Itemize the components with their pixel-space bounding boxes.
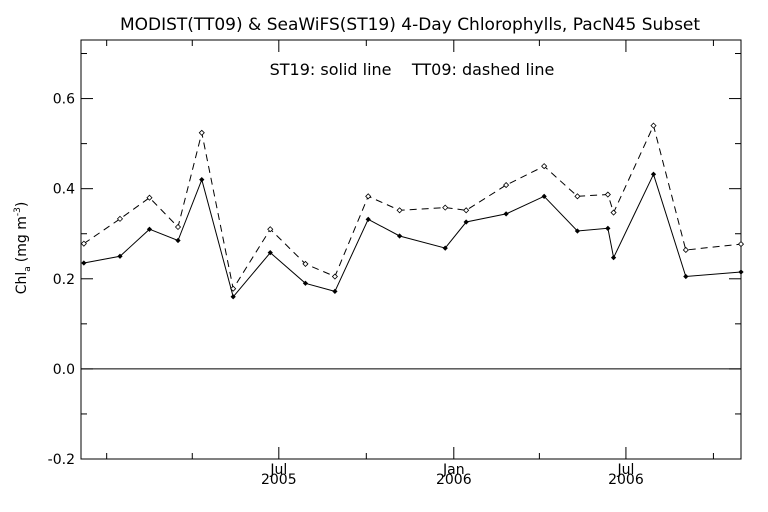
legend-annotation: ST19: solid line TT09: dashed line xyxy=(270,60,555,79)
data-point-tt09 xyxy=(230,285,237,292)
x-tick-month: Jul xyxy=(269,462,287,478)
data-point-st19 xyxy=(230,294,236,300)
data-point-st19 xyxy=(365,216,371,222)
data-point-tt09 xyxy=(146,194,153,201)
data-point-st19 xyxy=(117,253,123,259)
data-point-tt09 xyxy=(174,223,182,231)
x-tick-year: 2006 xyxy=(608,472,644,488)
data-point-tt09 xyxy=(267,226,274,233)
x-tick-year: 2005 xyxy=(261,472,297,488)
y-tick-label: 0.4 xyxy=(53,182,75,198)
x-tick-year: 2006 xyxy=(436,472,472,488)
data-point-st19 xyxy=(650,171,657,177)
series-line-st19 xyxy=(83,172,742,298)
y-tick-label: 0.2 xyxy=(53,272,75,288)
data-point-tt09 xyxy=(80,240,87,247)
y-tick-label: -0.2 xyxy=(48,452,75,468)
data-point-tt09 xyxy=(442,204,449,211)
series-line-tt09 xyxy=(83,124,742,291)
data-point-st19 xyxy=(442,245,448,251)
y-tick-label: 0.6 xyxy=(53,92,75,108)
y-tick-label: 0.0 xyxy=(53,362,75,378)
data-point-tt09 xyxy=(574,193,581,200)
data-point-st19 xyxy=(81,260,87,266)
chart-title: MODIST(TT09) & SeaWiFS(ST19) 4-Day Chlor… xyxy=(120,15,700,35)
data-point-tt09 xyxy=(365,193,372,200)
data-point-tt09 xyxy=(682,246,689,254)
data-point-st19 xyxy=(146,226,153,232)
data-point-st19 xyxy=(683,273,689,280)
data-point-st19 xyxy=(605,225,611,231)
data-point-tt09 xyxy=(737,241,745,248)
data-point-st19 xyxy=(541,193,547,199)
data-point-tt09 xyxy=(463,207,470,214)
data-point-st19 xyxy=(463,219,469,225)
data-point-tt09 xyxy=(198,129,205,136)
data-point-st19 xyxy=(199,177,205,183)
data-point-tt09 xyxy=(610,209,617,216)
x-tick-month: Jul xyxy=(616,462,634,478)
data-point-tt09 xyxy=(116,215,124,222)
data-point-st19 xyxy=(267,250,273,256)
plot-frame xyxy=(80,39,742,460)
data-point-st19 xyxy=(738,269,744,275)
data-point-tt09 xyxy=(503,182,510,189)
data-point-tt09 xyxy=(541,163,548,170)
data-point-st19 xyxy=(302,280,309,286)
data-point-st19 xyxy=(503,211,509,217)
data-point-st19 xyxy=(175,237,181,244)
svg-text:Chla(mg m-3): Chla(mg m-3) xyxy=(13,202,33,295)
data-point-tt09 xyxy=(604,191,611,198)
data-point-tt09 xyxy=(302,260,309,267)
data-point-st19 xyxy=(396,233,403,239)
data-point-tt09 xyxy=(396,207,403,214)
data-point-tt09 xyxy=(331,273,338,280)
data-point-tt09 xyxy=(650,122,657,129)
x-tick-month: Jan xyxy=(442,462,465,478)
data-point-st19 xyxy=(332,288,338,295)
y-axis-label: Chla(mg m-3) xyxy=(13,202,33,295)
data-point-st19 xyxy=(610,254,617,261)
data-point-st19 xyxy=(574,228,581,234)
